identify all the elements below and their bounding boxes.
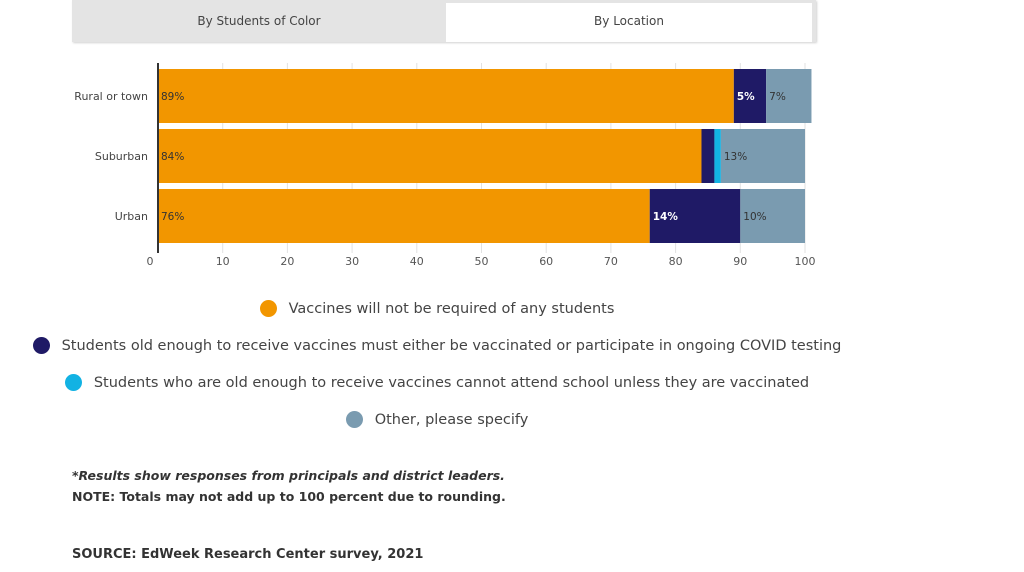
bar-segment — [158, 129, 702, 183]
chart-legend: Vaccines will not be required of any stu… — [0, 290, 874, 438]
category-label: Suburban — [95, 150, 148, 163]
data-label: 5% — [737, 91, 755, 103]
bar-segment — [714, 129, 721, 183]
data-label: 76% — [161, 211, 184, 223]
x-tick-label: 40 — [410, 255, 424, 268]
data-label: 7% — [769, 91, 786, 103]
tab-bar: By Students of Color By Location — [72, 0, 816, 42]
legend-item[interactable]: Other, please specify — [0, 401, 874, 438]
legend-label: Students who are old enough to receive v… — [93, 374, 810, 391]
x-tick-label: 100 — [795, 255, 816, 268]
legend-swatch-icon — [32, 337, 50, 354]
x-tick-label: 80 — [669, 255, 683, 268]
stacked-bar-chart: 0 10 20 30 40 50 60 70 80 90 100 Rural or town 89% 5%… — [74, 63, 816, 268]
bar-segment — [766, 69, 812, 123]
legend-item[interactable]: Vaccines will not be required of any stu… — [0, 290, 874, 327]
tab-by-location[interactable]: By Location — [446, 3, 812, 42]
data-label: 14% — [653, 211, 679, 223]
x-tick-label: 20 — [280, 255, 294, 268]
data-label: 89% — [161, 91, 184, 103]
x-tick-label: 30 — [345, 255, 359, 268]
bar-segment — [158, 69, 734, 123]
x-tick-label: 10 — [216, 255, 230, 268]
source-note: SOURCE: EdWeek Research Center survey, 2… — [72, 547, 424, 562]
x-tick-label: 60 — [539, 255, 553, 268]
legend-swatch-icon — [259, 300, 277, 317]
tab-by-students-of-color[interactable]: By Students of Color — [197, 14, 321, 28]
data-label: 84% — [161, 151, 184, 163]
bar-segment — [701, 129, 715, 183]
x-tick-label: 0 — [147, 255, 154, 268]
legend-item[interactable]: Students old enough to receive vaccines … — [0, 327, 874, 364]
x-tick-label: 50 — [475, 255, 489, 268]
bar-segment — [649, 189, 741, 243]
legend-swatch-icon — [345, 411, 363, 428]
data-label: 13% — [724, 151, 747, 163]
category-label: Urban — [115, 210, 148, 223]
bar-segment — [740, 189, 805, 243]
legend-label: Vaccines will not be required of any stu… — [288, 300, 615, 317]
legend-label: Students old enough to receive vaccines … — [61, 337, 842, 354]
legend-swatch-icon — [64, 374, 82, 391]
footnote-results: *Results show responses from principals … — [72, 468, 505, 483]
category-label: Rural or town — [74, 90, 148, 103]
x-tick-label: 70 — [604, 255, 618, 268]
footnote-totals: NOTE: Totals may not add up to 100 perce… — [72, 489, 506, 504]
x-tick-label: 90 — [733, 255, 747, 268]
bar-segment — [158, 189, 650, 243]
data-label: 10% — [743, 211, 766, 223]
legend-label: Other, please specify — [374, 411, 529, 428]
bar-segment — [733, 69, 767, 123]
bar-segment — [720, 129, 805, 183]
legend-item[interactable]: Students who are old enough to receive v… — [0, 364, 874, 401]
